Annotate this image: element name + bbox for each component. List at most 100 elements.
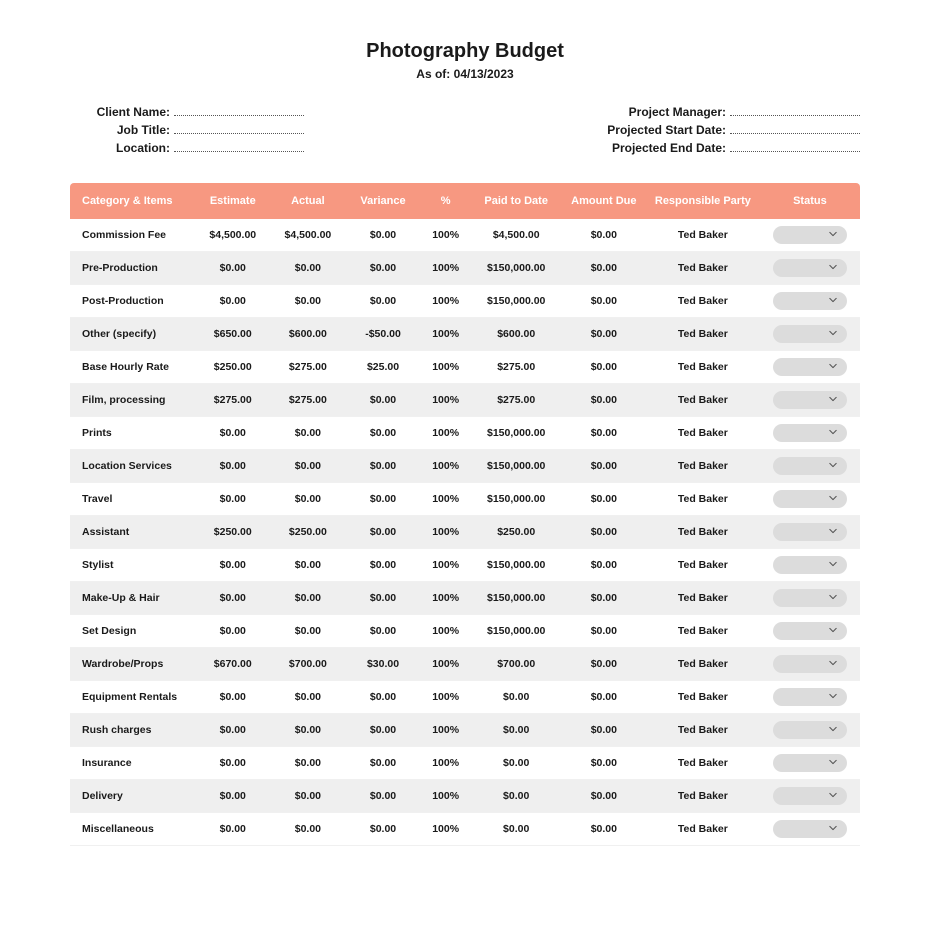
end-date-input-line[interactable] — [730, 142, 860, 152]
cell-paid: $0.00 — [471, 747, 562, 780]
cell-status — [760, 384, 860, 417]
cell-paid: $0.00 — [471, 681, 562, 714]
cell-actual: $4,500.00 — [270, 219, 345, 252]
cell-category: Make-Up & Hair — [70, 582, 195, 615]
col-header-percent: % — [421, 183, 471, 219]
cell-percent: 100% — [421, 516, 471, 549]
chevron-down-icon — [829, 660, 837, 668]
status-dropdown[interactable] — [773, 259, 847, 277]
client-name-input-line[interactable] — [174, 106, 304, 116]
cell-actual: $275.00 — [270, 384, 345, 417]
cell-responsible: Ted Baker — [646, 285, 760, 318]
cell-category: Commission Fee — [70, 219, 195, 252]
cell-paid: $150,000.00 — [471, 450, 562, 483]
cell-variance: $30.00 — [345, 648, 420, 681]
cell-category: Post-Production — [70, 285, 195, 318]
cell-paid: $150,000.00 — [471, 549, 562, 582]
cell-category: Other (specify) — [70, 318, 195, 351]
cell-actual: $0.00 — [270, 615, 345, 648]
status-dropdown[interactable] — [773, 556, 847, 574]
cell-estimate: $650.00 — [195, 318, 270, 351]
chevron-down-icon — [829, 231, 837, 239]
status-dropdown[interactable] — [773, 358, 847, 376]
cell-variance: $0.00 — [345, 285, 420, 318]
cell-estimate: $0.00 — [195, 285, 270, 318]
status-dropdown[interactable] — [773, 787, 847, 805]
cell-due: $0.00 — [562, 549, 646, 582]
cell-status — [760, 780, 860, 813]
cell-actual: $0.00 — [270, 450, 345, 483]
status-dropdown[interactable] — [773, 655, 847, 673]
job-title-input-line[interactable] — [174, 124, 304, 134]
table-row: Insurance$0.00$0.00$0.00100%$0.00$0.00Te… — [70, 747, 860, 780]
cell-percent: 100% — [421, 285, 471, 318]
cell-variance: $0.00 — [345, 252, 420, 285]
cell-responsible: Ted Baker — [646, 747, 760, 780]
col-header-category: Category & Items — [70, 183, 195, 219]
status-dropdown[interactable] — [773, 820, 847, 838]
start-date-input-line[interactable] — [730, 124, 860, 134]
cell-responsible: Ted Baker — [646, 483, 760, 516]
cell-actual: $275.00 — [270, 351, 345, 384]
status-dropdown[interactable] — [773, 523, 847, 541]
status-dropdown[interactable] — [773, 457, 847, 475]
table-row: Miscellaneous$0.00$0.00$0.00100%$0.00$0.… — [70, 813, 860, 846]
client-name-label: Client Name: — [70, 105, 170, 119]
cell-variance: $0.00 — [345, 516, 420, 549]
status-dropdown[interactable] — [773, 622, 847, 640]
cell-status — [760, 252, 860, 285]
status-dropdown[interactable] — [773, 754, 847, 772]
table-row: Travel$0.00$0.00$0.00100%$150,000.00$0.0… — [70, 483, 860, 516]
status-dropdown[interactable] — [773, 226, 847, 244]
cell-actual: $0.00 — [270, 582, 345, 615]
cell-percent: 100% — [421, 615, 471, 648]
cell-category: Pre-Production — [70, 252, 195, 285]
cell-paid: $700.00 — [471, 648, 562, 681]
cell-responsible: Ted Baker — [646, 681, 760, 714]
table-row: Pre-Production$0.00$0.00$0.00100%$150,00… — [70, 252, 860, 285]
cell-status — [760, 813, 860, 846]
status-dropdown[interactable] — [773, 424, 847, 442]
chevron-down-icon — [829, 396, 837, 404]
as-of-line: As of: 04/13/2023 — [70, 67, 860, 81]
cell-due: $0.00 — [562, 318, 646, 351]
cell-due: $0.00 — [562, 384, 646, 417]
cell-percent: 100% — [421, 351, 471, 384]
page-title: Photography Budget — [70, 40, 860, 63]
cell-percent: 100% — [421, 813, 471, 846]
cell-percent: 100% — [421, 450, 471, 483]
status-dropdown[interactable] — [773, 589, 847, 607]
table-row: Delivery$0.00$0.00$0.00100%$0.00$0.00Ted… — [70, 780, 860, 813]
col-header-actual: Actual — [270, 183, 345, 219]
status-dropdown[interactable] — [773, 391, 847, 409]
table-row: Equipment Rentals$0.00$0.00$0.00100%$0.0… — [70, 681, 860, 714]
status-dropdown[interactable] — [773, 325, 847, 343]
cell-paid: $150,000.00 — [471, 483, 562, 516]
project-manager-input-line[interactable] — [730, 106, 860, 116]
status-dropdown[interactable] — [773, 490, 847, 508]
cell-estimate: $0.00 — [195, 252, 270, 285]
status-dropdown[interactable] — [773, 292, 847, 310]
cell-category: Insurance — [70, 747, 195, 780]
status-dropdown[interactable] — [773, 721, 847, 739]
cell-category: Stylist — [70, 549, 195, 582]
status-dropdown[interactable] — [773, 688, 847, 706]
cell-variance: $0.00 — [345, 417, 420, 450]
cell-actual: $0.00 — [270, 285, 345, 318]
cell-status — [760, 483, 860, 516]
budget-table: Category & Items Estimate Actual Varianc… — [70, 183, 860, 846]
location-input-line[interactable] — [174, 142, 304, 152]
cell-percent: 100% — [421, 252, 471, 285]
cell-category: Base Hourly Rate — [70, 351, 195, 384]
cell-actual: $250.00 — [270, 516, 345, 549]
cell-percent: 100% — [421, 648, 471, 681]
cell-estimate: $0.00 — [195, 483, 270, 516]
cell-responsible: Ted Baker — [646, 648, 760, 681]
table-header: Category & Items Estimate Actual Varianc… — [70, 183, 860, 219]
cell-status — [760, 582, 860, 615]
cell-actual: $0.00 — [270, 252, 345, 285]
chevron-down-icon — [829, 330, 837, 338]
cell-due: $0.00 — [562, 648, 646, 681]
cell-responsible: Ted Baker — [646, 384, 760, 417]
cell-percent: 100% — [421, 747, 471, 780]
